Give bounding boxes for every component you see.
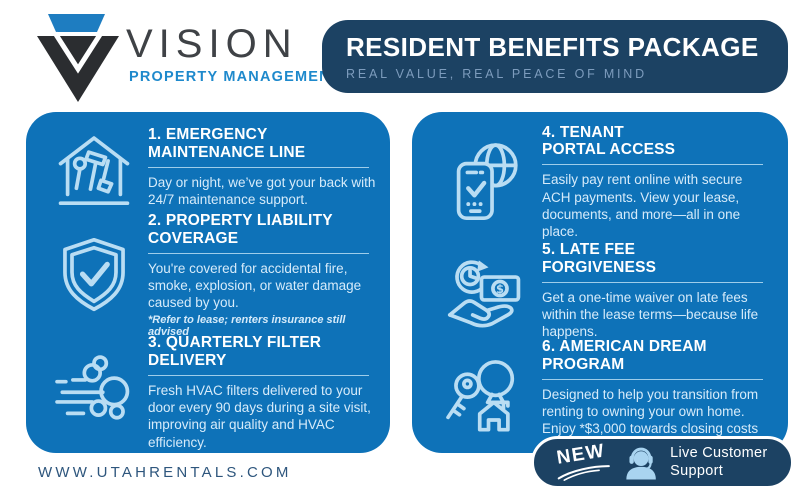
benefit-tenant-portal: 4. TENANT PORTAL ACCESS Easily pay rent … xyxy=(432,124,788,242)
page-title: RESIDENT BENEFITS PACKAGE xyxy=(346,32,759,62)
header-banner: RESIDENT BENEFITS PACKAGE REAL VALUE, RE… xyxy=(322,20,788,93)
air-flow-icon xyxy=(55,354,130,420)
benefit-title: 1. EMERGENCY MAINTENANCE LINE xyxy=(148,125,306,161)
svg-text:$: $ xyxy=(496,282,504,296)
benefit-body: Fresh HVAC filters delivered to your doo… xyxy=(148,382,371,450)
headset-agent-icon xyxy=(626,447,656,479)
divider xyxy=(148,374,369,376)
benefit-emergency-maintenance: 1. EMERGENCY MAINTENANCE LINE Day or nig… xyxy=(44,120,390,216)
benefit-title: 2. PROPERTY LIABILITY COVERAGE xyxy=(148,212,333,248)
phone-globe-icon xyxy=(456,143,518,221)
divider xyxy=(148,166,369,168)
page-subtitle: REAL VALUE, REAL PEACE OF MIND xyxy=(346,67,647,81)
website-link[interactable]: WWW.UTAHRENTALS.COM xyxy=(38,464,292,481)
divider xyxy=(148,252,369,254)
benefit-body: You're covered for accidental fire, smok… xyxy=(148,260,362,311)
benefit-late-fee-forgiveness: $ 5. LATE FEE FORGIVENESS Get a one-time… xyxy=(432,241,788,342)
benefit-title: 3. QUARTERLY FILTER DELIVERY xyxy=(148,334,322,369)
shield-check-icon xyxy=(63,237,125,312)
divider xyxy=(542,378,763,380)
swoosh-underline xyxy=(557,465,610,481)
keys-house-icon xyxy=(446,359,515,432)
cash-hand-clock-icon: $ xyxy=(447,260,521,328)
benefit-property-liability: 2. PROPERTY LIABILITY COVERAGE You're co… xyxy=(44,212,390,338)
benefit-title: 6. AMERICAN DREAM PROGRAM xyxy=(542,338,707,373)
benefit-body: Get a one-time waiver on late fees withi… xyxy=(542,289,759,340)
divider xyxy=(542,281,763,283)
benefit-title: 5. LATE FEE FORGIVENESS xyxy=(542,241,657,277)
benefit-body: Day or night, we’ve got your back with 2… xyxy=(148,174,376,207)
benefit-note: *Refer to lease; renters insurance still… xyxy=(148,313,346,338)
benefit-quarterly-filter: 3. QUARTERLY FILTER DELIVERY Fresh HVAC … xyxy=(44,334,390,453)
live-support-label: Live Customer Support xyxy=(670,445,768,479)
logo-name: VISION xyxy=(126,22,298,66)
vision-logo-icon xyxy=(37,14,119,102)
house-tools-icon xyxy=(58,136,130,206)
logo-tagline: PROPERTY MANAGEMENT xyxy=(129,69,341,85)
benefit-title: 4. TENANT PORTAL ACCESS xyxy=(542,123,676,159)
benefits-panel-left: 1. EMERGENCY MAINTENANCE LINE Day or nig… xyxy=(26,112,390,453)
benefit-body: Easily pay rent online with secure ACH p… xyxy=(542,172,743,240)
live-support-badge: NEW Live Customer Support xyxy=(531,436,794,489)
divider xyxy=(542,164,763,166)
benefits-panel-right: 4. TENANT PORTAL ACCESS Easily pay rent … xyxy=(412,112,788,454)
